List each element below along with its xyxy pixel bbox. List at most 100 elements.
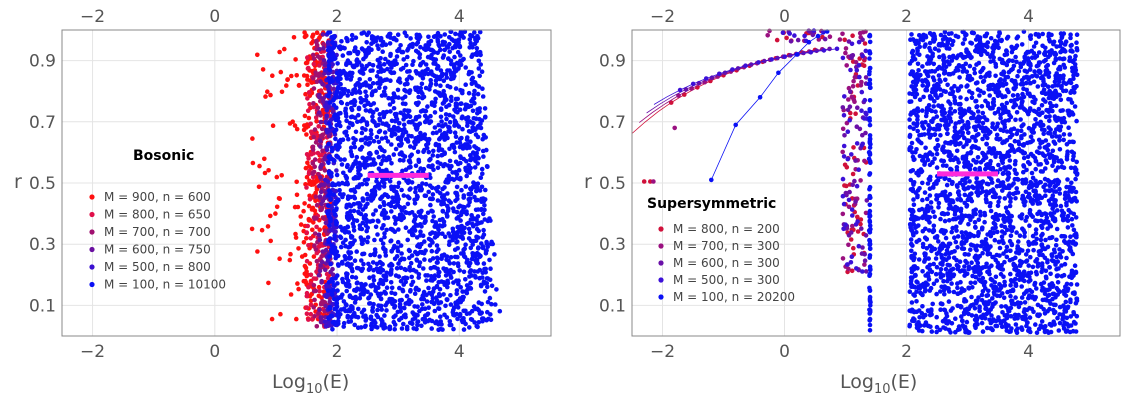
data-point-series-5 xyxy=(475,161,480,166)
data-point-series-3 xyxy=(317,232,322,237)
data-point-series-5 xyxy=(464,184,469,189)
data-point-series-5 xyxy=(395,54,400,59)
data-point-series-5 xyxy=(348,293,353,298)
data-point-series-2 xyxy=(796,38,801,43)
data-point-series-5 xyxy=(420,250,425,255)
data-point-series-5 xyxy=(352,311,357,316)
data-point-series-5 xyxy=(359,235,364,240)
data-point-series-0 xyxy=(304,132,309,137)
data-point-series-4 xyxy=(1009,278,1014,283)
data-point-series-5 xyxy=(429,266,434,271)
data-point-series-4 xyxy=(910,141,915,146)
data-point-series-5 xyxy=(328,197,333,202)
data-point-series-3 xyxy=(319,280,324,285)
data-point-series-1 xyxy=(304,185,309,190)
data-point-series-0 xyxy=(280,90,285,95)
data-point-series-4 xyxy=(932,214,937,219)
data-point-series-2 xyxy=(807,29,812,34)
data-point-series-3 xyxy=(730,67,735,72)
data-point-series-2 xyxy=(789,39,794,44)
data-point-series-5 xyxy=(363,324,368,329)
data-point-series-0 xyxy=(293,123,298,128)
data-point-series-5 xyxy=(409,275,414,280)
data-point-series-5 xyxy=(347,255,352,260)
data-point-series-4 xyxy=(937,78,942,83)
data-point-series-3 xyxy=(792,33,797,38)
data-point-series-4 xyxy=(1075,282,1080,287)
data-point-series-5 xyxy=(340,101,345,106)
data-point-series-4 xyxy=(968,167,973,172)
data-point-series-5 xyxy=(384,193,389,198)
data-point-series-4 xyxy=(1020,295,1025,300)
data-point-series-4 xyxy=(964,97,969,102)
data-point-series-5 xyxy=(385,67,390,72)
data-point-series-5 xyxy=(480,275,485,280)
data-point-series-5 xyxy=(443,32,448,37)
data-point-series-5 xyxy=(380,212,385,217)
data-point-series-4 xyxy=(1052,130,1057,135)
data-point-series-5 xyxy=(380,226,385,231)
data-point-series-4 xyxy=(993,74,998,79)
data-point-series-3 xyxy=(691,82,696,87)
data-point-series-5 xyxy=(426,305,431,310)
data-point-series-2 xyxy=(312,289,317,294)
data-point-series-5 xyxy=(463,277,468,282)
data-point-series-4 xyxy=(1073,321,1078,326)
data-point-series-5 xyxy=(417,309,422,314)
data-point-series-5 xyxy=(436,198,441,203)
data-point-series-2 xyxy=(860,133,865,138)
data-point-series-5 xyxy=(361,82,366,87)
data-point-series-5 xyxy=(368,141,373,146)
data-point-series-4 xyxy=(991,59,996,64)
data-point-series-5 xyxy=(482,280,487,285)
data-point-series-2 xyxy=(855,105,860,110)
data-point-series-4 xyxy=(1044,276,1049,281)
data-point-series-4 xyxy=(1054,56,1059,61)
data-point-series-5 xyxy=(390,119,395,124)
data-point-series-4 xyxy=(1030,171,1035,176)
data-point-series-4 xyxy=(1058,109,1063,114)
data-point-series-5 xyxy=(412,225,417,230)
data-point-series-5 xyxy=(445,297,450,302)
legend-marker xyxy=(89,212,94,217)
data-point-series-5 xyxy=(462,157,467,162)
data-point-series-5 xyxy=(394,147,399,152)
data-point-series-2 xyxy=(848,90,853,95)
data-point-series-1 xyxy=(305,305,310,310)
data-point-series-3 xyxy=(822,48,827,53)
data-point-series-5 xyxy=(326,30,331,35)
data-point-series-5 xyxy=(327,307,332,312)
data-point-series-5 xyxy=(353,196,358,201)
data-point-series-4 xyxy=(1012,64,1017,69)
data-point-series-5 xyxy=(485,285,490,290)
data-point-series-5 xyxy=(470,317,475,322)
data-point-series-4 xyxy=(937,55,942,60)
data-point-series-4 xyxy=(962,186,967,191)
data-point-series-5 xyxy=(456,215,461,220)
data-point-series-5 xyxy=(377,140,382,145)
data-point-series-5 xyxy=(342,46,347,51)
data-point-series-1 xyxy=(841,212,846,217)
data-point-series-0 xyxy=(307,164,312,169)
data-point-series-5 xyxy=(442,223,447,228)
data-point-series-5 xyxy=(421,233,426,238)
data-point-series-4 xyxy=(988,83,993,88)
data-point-series-5 xyxy=(349,145,354,150)
data-point-series-5 xyxy=(346,225,351,230)
data-point-series-4 xyxy=(967,264,972,269)
data-point-series-5 xyxy=(372,35,377,40)
data-point-series-5 xyxy=(336,155,341,160)
data-point-series-5 xyxy=(328,262,333,267)
data-point-series-4 xyxy=(1005,36,1010,41)
data-point-series-5 xyxy=(327,254,332,259)
data-point-series-0 xyxy=(301,209,306,214)
data-point-series-4 xyxy=(973,280,978,285)
data-point-series-2 xyxy=(312,57,317,62)
data-point-series-5 xyxy=(467,264,472,269)
data-point-series-4 xyxy=(969,295,974,300)
data-point-series-5 xyxy=(399,150,404,155)
data-point-series-5 xyxy=(449,302,454,307)
data-point-series-5 xyxy=(382,62,387,67)
data-point-series-5 xyxy=(441,209,446,214)
data-point-series-5 xyxy=(410,180,415,185)
